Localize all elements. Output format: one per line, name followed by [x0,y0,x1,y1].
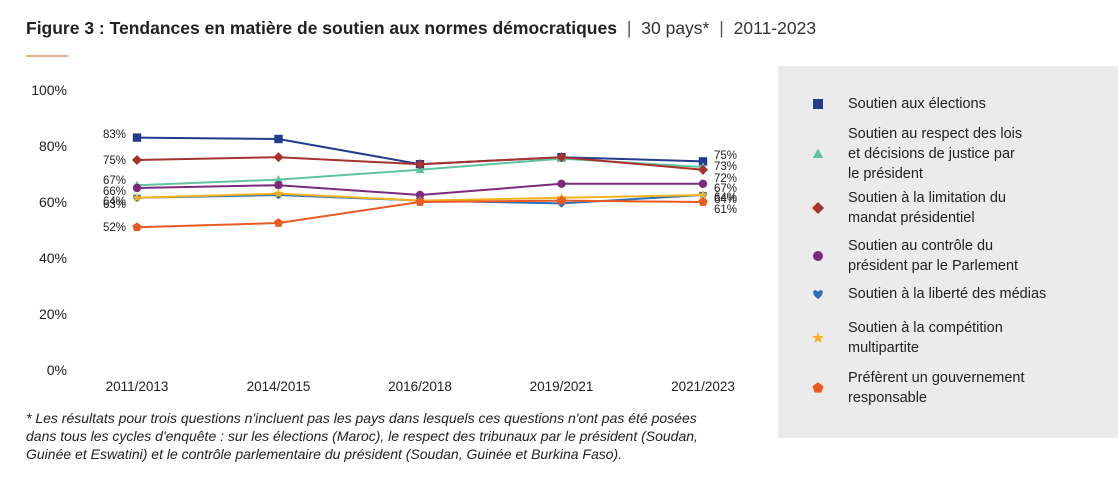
legend-marker-pentagon [812,382,824,393]
x-tick-label: 2014/2015 [247,379,311,394]
series-parlement [132,179,708,200]
legend-marker-shape [812,148,824,158]
data-point-parlement [698,179,708,188]
legend-marker-triangle [812,148,824,158]
start-value-label: 75% [103,155,126,167]
legend-marker-heart [813,290,823,299]
data-point-mandat [697,164,709,175]
y-tick-label: 40% [39,250,67,266]
end-value-label: 64% [714,194,737,206]
data-point-mandat [131,154,143,166]
end-value-label: 75% [714,150,737,162]
legend-label: Soutien au contrôle du président par le … [848,238,1019,274]
legend-label: Préfèrent un gouvernement responsable [848,370,1025,406]
legend-marker-shape [813,290,823,299]
data-point-parlement [274,181,283,190]
y-tick-label: 100% [31,82,67,98]
data-point-multipartite [698,189,708,200]
legend-marker-shape [813,251,823,261]
start-value-label: 66% [103,186,126,198]
legend-label: Soutien aux élections [848,96,986,112]
start-value-label: 67% [103,175,126,187]
data-point-gouvernement [556,195,567,205]
legend-marker-square [813,99,823,109]
legend-marker-shape [812,202,824,214]
end-value-label: 64% [714,192,737,204]
legend-marker-star [812,331,824,344]
legend-marker-diamond [812,202,824,214]
legend-marker-circle [813,251,823,261]
end-value-label: 73% [714,161,737,173]
end-value-label: 72% [714,173,737,185]
data-point-mandat [273,152,284,163]
x-tick-label: 2016/2018 [388,379,452,394]
legend-label: Soutien au respect des lois et décisions… [848,126,1023,182]
data-point-mandat [414,159,426,170]
title-separator: | [626,18,632,38]
data-point-multipartite [273,188,284,198]
start-value-label: 63% [103,199,126,211]
x-tick-label: 2019/2021 [530,379,594,394]
footnote: * Les résultats pour trois questions n'i… [26,410,698,462]
start-value-label: 52% [103,222,126,234]
legend-marker-shape [812,331,824,344]
data-point-elections [698,157,708,166]
end-value-label: 67% [714,183,737,195]
data-point-gouvernement [698,197,708,206]
legend-label: Soutien à la liberté des médias [848,286,1047,302]
legend-marker-shape [813,99,823,109]
data-point-parlement [132,183,142,193]
legend-label: Soutien à la limitation du mandat présid… [848,190,1006,226]
data-point-gouvernement [273,218,284,227]
data-point-mandat [556,152,567,163]
chart-title-main: Figure 3 : Tendances en matière de souti… [26,18,617,38]
x-tick-label: 2011/2013 [106,379,169,394]
y-tick-label: 0% [47,362,67,378]
data-point-lois [274,174,283,183]
series-mandat [131,152,709,175]
end-value-label: 61% [714,204,737,216]
start-value-label: 83% [103,129,126,141]
legend-label: Soutien à la compétition multipartite [848,320,1003,356]
title-accent-rule [26,55,68,57]
x-tick-label: 2021/2023 [671,379,735,394]
data-point-parlement [557,179,566,188]
data-point-gouvernement [415,197,425,206]
legend: Soutien aux élections Soutien au respect … [778,66,1118,438]
data-point-parlement [415,190,425,200]
chart-title: Figure 3 : Tendances en matière de souti… [26,18,816,39]
line-chart: 0% 20% 40% 60% 80% 100% 2011/2013 2014/2015 2016… [31,82,737,394]
y-tick-label: 20% [39,306,67,322]
data-point-elections [132,133,142,142]
data-point-elections [274,134,283,144]
chart-subtitle-countries: 30 pays* [641,18,710,38]
title-separator: | [719,18,724,38]
y-tick-label: 80% [39,138,67,154]
data-point-gouvernement [132,222,142,232]
data-point-multipartite [132,192,142,203]
start-value-label: 64% [103,196,126,208]
legend-marker-shape [812,382,824,393]
series-gouvernement [132,195,708,232]
chart-subtitle-period: 2011-2023 [733,18,817,38]
y-tick-label: 60% [39,194,67,210]
